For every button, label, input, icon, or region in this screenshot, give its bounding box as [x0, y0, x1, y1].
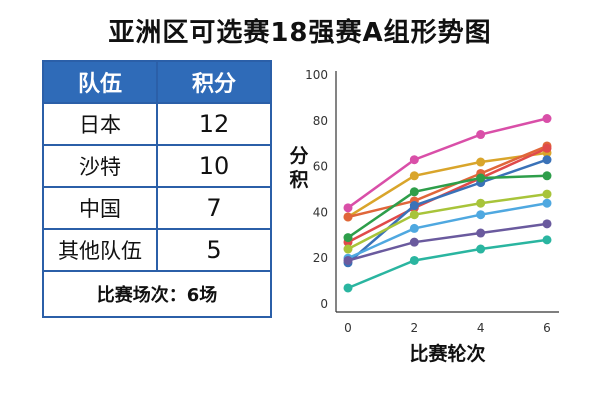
data-point: [476, 210, 486, 220]
matches-played-note: 比赛场次：6场: [42, 270, 272, 318]
x-axis-label: 比赛轮次: [409, 342, 485, 365]
y-tick-label: 40: [313, 205, 328, 219]
data-point: [542, 219, 552, 229]
y-tick-label: 60: [313, 160, 328, 174]
table-row: 沙特 10: [42, 144, 272, 188]
data-point: [409, 237, 419, 247]
table-footer-row: 比赛场次：6场: [42, 270, 272, 318]
table-row: 其他队伍 5: [42, 228, 272, 272]
data-point: [542, 189, 552, 199]
team-points: 7: [156, 186, 272, 230]
line-chart: 0 20 40 60 80 100 0 2 4 6 比赛轮次 分积: [289, 68, 559, 365]
data-point: [476, 228, 486, 238]
data-point: [409, 201, 419, 211]
y-axis-label: 分积: [289, 145, 308, 191]
data-point: [343, 244, 353, 254]
data-point: [343, 255, 353, 265]
data-point: [409, 171, 419, 181]
data-point: [476, 198, 486, 208]
standings-table: 队伍 积分 日本 12 沙特 10 中国 7 其他队伍 5 比赛场次：6场: [42, 60, 272, 318]
data-point: [409, 155, 419, 165]
series-line: [347, 151, 548, 219]
data-point: [409, 210, 419, 220]
data-point: [409, 223, 419, 233]
data-point: [542, 155, 552, 165]
x-tick-label: 0: [344, 321, 352, 335]
series-line: [347, 202, 548, 260]
team-name: 沙特: [42, 144, 158, 188]
data-point: [476, 130, 486, 140]
series-line: [347, 238, 548, 290]
team-points: 12: [156, 102, 272, 146]
data-point: [542, 235, 552, 245]
y-tick-label: 80: [313, 114, 328, 128]
data-point: [476, 173, 486, 183]
x-tick-label: 4: [477, 321, 485, 335]
table-header-row: 队伍 积分: [42, 60, 272, 104]
column-header-points: 积分: [156, 60, 272, 104]
data-point: [343, 212, 353, 222]
data-point: [343, 233, 353, 243]
team-name: 日本: [42, 102, 158, 146]
chart-title: 亚洲区可选赛18强赛A组形势图: [108, 18, 492, 48]
data-point: [409, 255, 419, 265]
y-tick-label: 0: [320, 297, 328, 311]
series-line: [347, 144, 548, 219]
x-tick-label: 2: [411, 321, 419, 335]
data-point: [542, 171, 552, 181]
series-line: [347, 174, 548, 239]
data-point: [542, 198, 552, 208]
team-name: 中国: [42, 186, 158, 230]
series-line: [347, 222, 548, 262]
column-header-team: 队伍: [42, 60, 158, 104]
y-tick-label: 100: [305, 68, 328, 82]
series-line: [347, 158, 548, 264]
data-point: [476, 244, 486, 254]
data-point: [476, 157, 486, 167]
x-tick-label: 6: [543, 321, 551, 335]
data-point: [542, 114, 552, 124]
series-line: [347, 117, 548, 209]
data-point: [542, 143, 552, 153]
data-point: [343, 203, 353, 213]
data-point: [409, 187, 419, 197]
table-row: 日本 12: [42, 102, 272, 146]
team-points: 10: [156, 144, 272, 188]
data-point: [343, 283, 353, 293]
y-tick-label: 20: [313, 251, 328, 265]
series-line: [347, 192, 548, 251]
team-points: 5: [156, 228, 272, 272]
team-name: 其他队伍: [42, 228, 158, 272]
table-row: 中国 7: [42, 186, 272, 230]
